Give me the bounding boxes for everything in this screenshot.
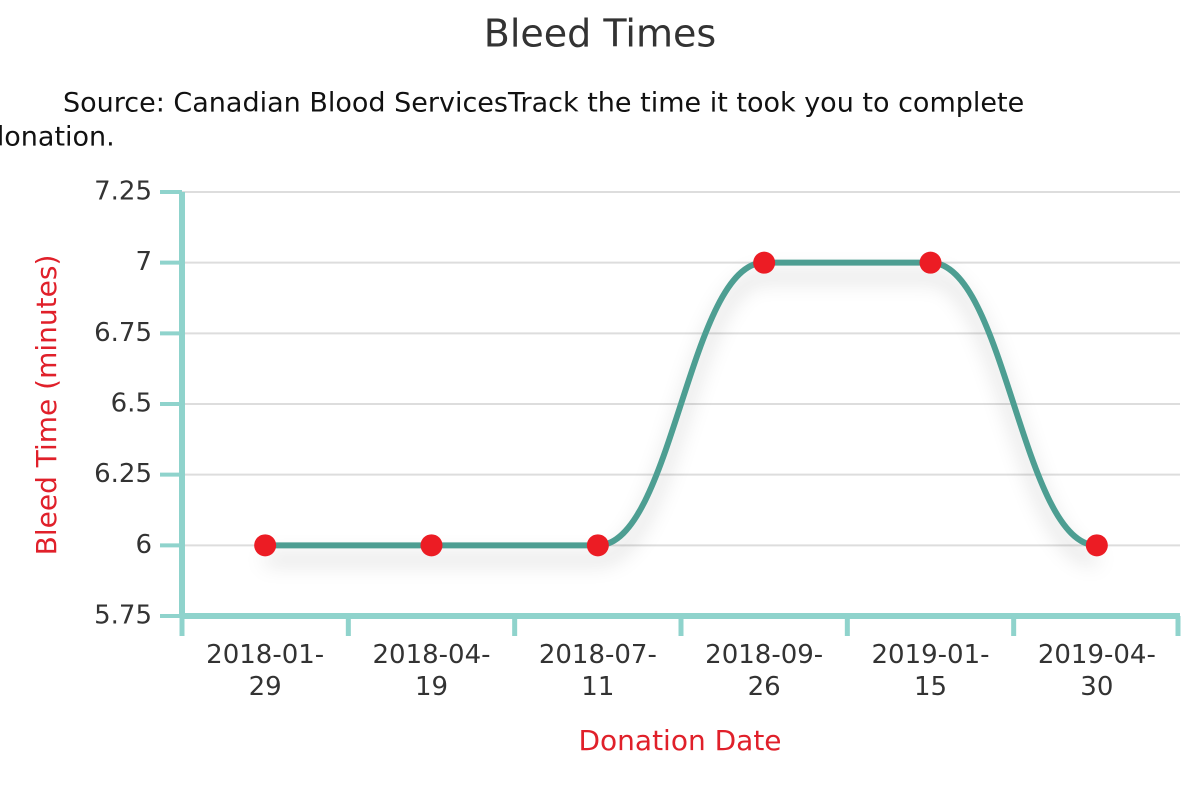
marker bbox=[1085, 534, 1108, 557]
y-tick-label: 7 bbox=[135, 247, 152, 277]
x-tick-label: 2019-04-30 bbox=[1038, 640, 1156, 702]
y-tick-label: 7.25 bbox=[94, 177, 152, 207]
x-tick-label: 2019-01-15 bbox=[871, 640, 989, 702]
y-tick-label: 6.25 bbox=[94, 459, 152, 489]
marker bbox=[254, 534, 277, 557]
x-tick-label: 2018-04-19 bbox=[372, 640, 490, 702]
x-tick-label: 2018-01-29 bbox=[206, 640, 324, 702]
marker bbox=[420, 534, 443, 557]
chart-subtitle: Source: Canadian Blood ServicesTrack the… bbox=[63, 88, 1024, 119]
marker bbox=[919, 251, 942, 274]
y-axis-label: Bleed Time (minutes) bbox=[30, 255, 63, 556]
marker bbox=[586, 534, 609, 557]
chart-title: Bleed Times bbox=[484, 12, 716, 56]
y-tick-label: 6.5 bbox=[111, 389, 152, 419]
x-tick-label: 2018-07-11 bbox=[539, 640, 657, 702]
x-tick-label: 2018-09-26 bbox=[705, 640, 823, 702]
marker bbox=[753, 251, 776, 274]
chart-subtitle: a donation. bbox=[0, 122, 115, 153]
y-tick-label: 6.75 bbox=[94, 318, 152, 348]
y-tick-label: 5.75 bbox=[94, 601, 152, 631]
x-axis-label: Donation Date bbox=[578, 724, 781, 757]
y-tick-label: 6 bbox=[135, 530, 152, 560]
